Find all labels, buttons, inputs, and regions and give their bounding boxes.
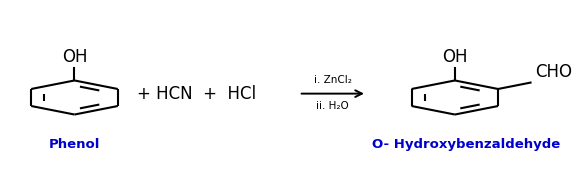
Text: CHO: CHO <box>535 63 572 81</box>
Text: i. ZnCl₂: i. ZnCl₂ <box>314 75 352 85</box>
Text: + HCN  +  HCl: + HCN + HCl <box>137 85 256 103</box>
Text: Phenol: Phenol <box>49 138 100 151</box>
Text: O- Hydroxybenzaldehyde: O- Hydroxybenzaldehyde <box>372 138 560 151</box>
Text: ii. H₂O: ii. H₂O <box>317 101 349 111</box>
Text: OH: OH <box>442 48 467 66</box>
Text: OH: OH <box>62 48 87 66</box>
